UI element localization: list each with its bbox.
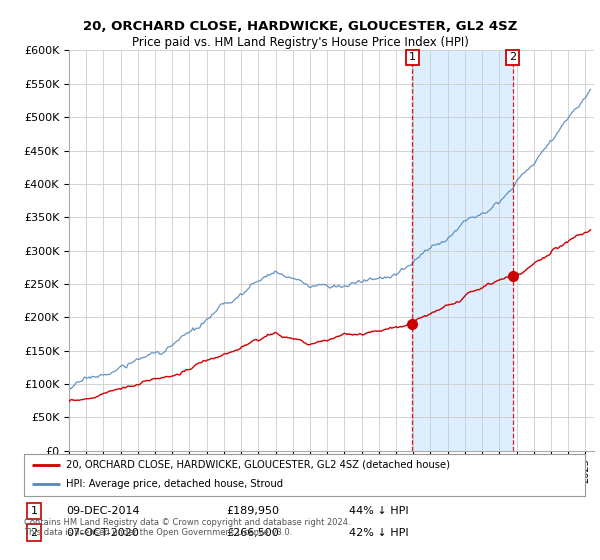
Text: 44% ↓ HPI: 44% ↓ HPI: [349, 506, 409, 516]
Bar: [412, 50, 512, 451]
Text: 09-DEC-2014: 09-DEC-2014: [66, 506, 140, 516]
Text: Contains HM Land Registry data © Crown copyright and database right 2024.: Contains HM Land Registry data © Crown c…: [24, 519, 350, 528]
Text: £189,950: £189,950: [226, 506, 279, 516]
Text: 42% ↓ HPI: 42% ↓ HPI: [349, 528, 409, 538]
Text: HPI: Average price, detached house, Stroud: HPI: Average price, detached house, Stro…: [66, 479, 283, 489]
Text: This data is licensed under the Open Government Licence v3.0.: This data is licensed under the Open Gov…: [24, 529, 292, 538]
Text: 2: 2: [509, 53, 516, 62]
Text: £266,500: £266,500: [226, 528, 279, 538]
Text: 07-OCT-2020: 07-OCT-2020: [66, 528, 139, 538]
Text: 20, ORCHARD CLOSE, HARDWICKE, GLOUCESTER, GL2 4SZ (detached house): 20, ORCHARD CLOSE, HARDWICKE, GLOUCESTER…: [66, 460, 450, 470]
Text: 1: 1: [409, 53, 416, 62]
Text: 20, ORCHARD CLOSE, HARDWICKE, GLOUCESTER, GL2 4SZ: 20, ORCHARD CLOSE, HARDWICKE, GLOUCESTER…: [83, 20, 517, 32]
Text: 2: 2: [31, 528, 38, 538]
Text: Price paid vs. HM Land Registry's House Price Index (HPI): Price paid vs. HM Land Registry's House …: [131, 36, 469, 49]
Text: 1: 1: [31, 506, 38, 516]
